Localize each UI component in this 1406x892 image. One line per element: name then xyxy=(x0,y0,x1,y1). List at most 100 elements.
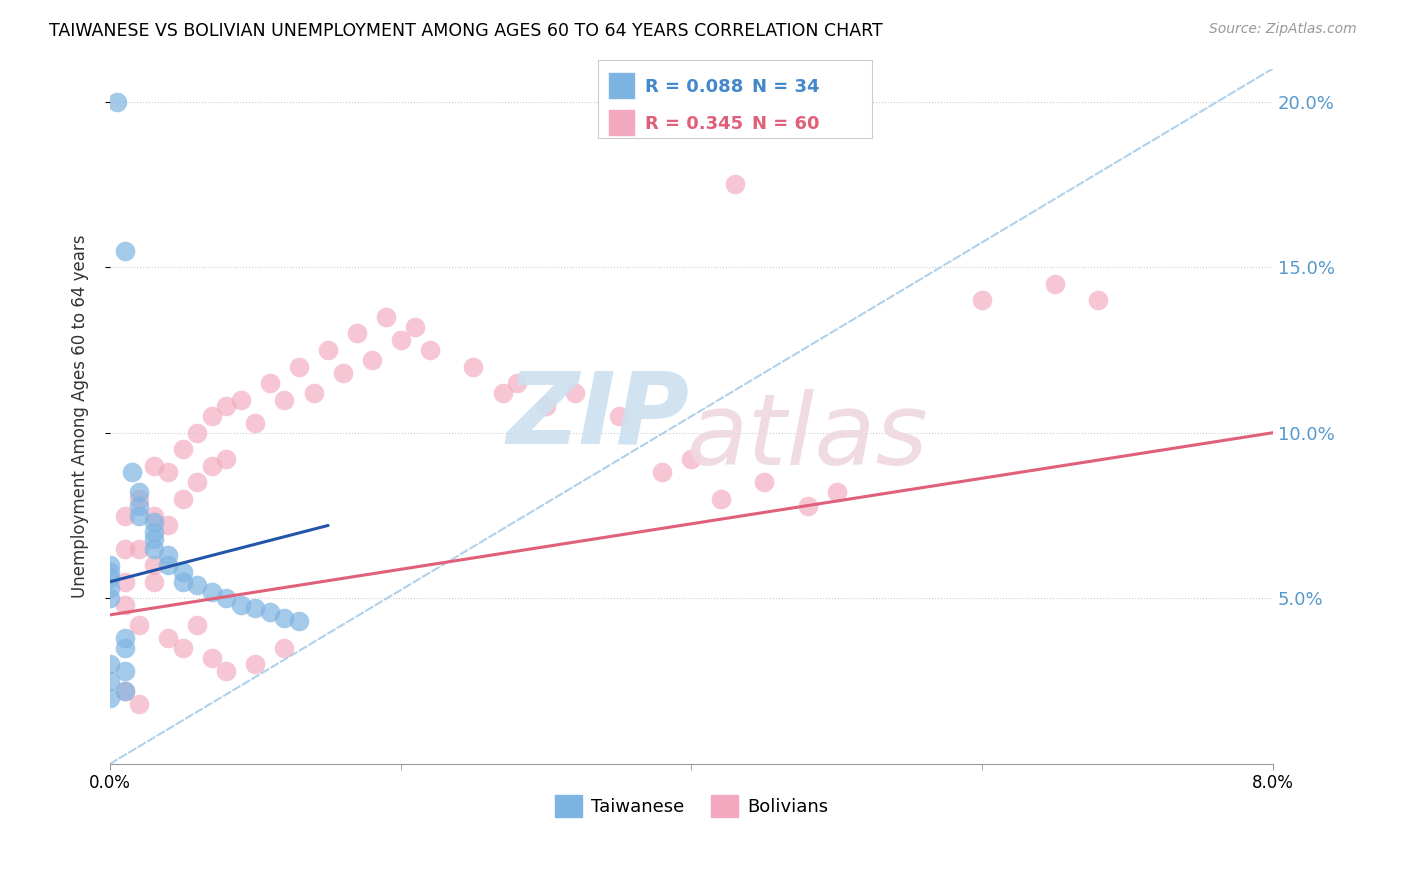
Point xyxy=(128,617,150,632)
Point xyxy=(98,674,121,689)
Point xyxy=(114,631,136,645)
Point xyxy=(972,293,994,308)
Point xyxy=(229,392,252,407)
Point xyxy=(245,601,267,615)
Text: TAIWANESE VS BOLIVIAN UNEMPLOYMENT AMONG AGES 60 TO 64 YEARS CORRELATION CHART: TAIWANESE VS BOLIVIAN UNEMPLOYMENT AMONG… xyxy=(49,22,883,40)
Point xyxy=(360,352,382,367)
Point xyxy=(201,651,224,665)
Text: Source: ZipAtlas.com: Source: ZipAtlas.com xyxy=(1209,22,1357,37)
Point xyxy=(825,485,848,500)
Point xyxy=(302,386,325,401)
Point xyxy=(114,684,136,698)
Point xyxy=(288,615,311,629)
Point xyxy=(564,386,586,401)
Point xyxy=(128,485,150,500)
Text: N = 60: N = 60 xyxy=(752,115,820,133)
Point xyxy=(797,499,820,513)
Point xyxy=(98,657,121,672)
Point xyxy=(346,326,368,341)
Point xyxy=(98,591,121,606)
Point xyxy=(121,466,143,480)
Point xyxy=(128,508,150,523)
Point xyxy=(142,524,165,539)
Point xyxy=(273,611,295,625)
Point xyxy=(607,409,630,424)
Point xyxy=(157,558,180,573)
Point xyxy=(142,574,165,589)
Point xyxy=(389,333,412,347)
Point xyxy=(215,452,238,467)
Point xyxy=(491,386,513,401)
Point xyxy=(245,416,267,430)
Point xyxy=(229,598,252,612)
Point xyxy=(316,343,339,357)
Point xyxy=(375,310,398,324)
Point xyxy=(506,376,529,390)
Point xyxy=(215,591,238,606)
Point xyxy=(172,565,194,579)
Point xyxy=(273,640,295,655)
Legend: Taiwanese, Bolivians: Taiwanese, Bolivians xyxy=(547,788,835,824)
Point xyxy=(114,640,136,655)
Text: R = 0.088: R = 0.088 xyxy=(645,78,744,96)
Point xyxy=(419,343,441,357)
Point xyxy=(105,95,128,109)
Text: atlas: atlas xyxy=(688,389,928,485)
Point xyxy=(186,578,208,592)
Point xyxy=(332,366,354,380)
Point xyxy=(98,571,121,585)
Point xyxy=(186,475,208,490)
Point xyxy=(114,664,136,678)
Point xyxy=(186,617,208,632)
Text: R = 0.345: R = 0.345 xyxy=(645,115,744,133)
Point xyxy=(1087,293,1109,308)
Point xyxy=(142,558,165,573)
Point xyxy=(201,458,224,473)
Point xyxy=(245,657,267,672)
Point xyxy=(98,558,121,573)
Point xyxy=(142,508,165,523)
Point xyxy=(142,458,165,473)
Point xyxy=(259,376,281,390)
Point xyxy=(201,584,224,599)
Point xyxy=(724,178,747,192)
Point xyxy=(651,466,673,480)
Point xyxy=(114,598,136,612)
Y-axis label: Unemployment Among Ages 60 to 64 years: Unemployment Among Ages 60 to 64 years xyxy=(72,235,89,598)
Point xyxy=(128,499,150,513)
Point xyxy=(172,442,194,457)
Point xyxy=(681,452,703,467)
Point xyxy=(98,565,121,579)
Point xyxy=(273,392,295,407)
Point xyxy=(534,399,557,413)
Text: N = 34: N = 34 xyxy=(752,78,820,96)
Point xyxy=(288,359,311,374)
Point xyxy=(128,697,150,711)
Point xyxy=(463,359,485,374)
Point xyxy=(404,319,426,334)
Point xyxy=(157,548,180,562)
Point xyxy=(1043,277,1066,291)
Point xyxy=(128,491,150,506)
Point xyxy=(98,690,121,705)
Point xyxy=(114,508,136,523)
Point xyxy=(186,425,208,440)
Point xyxy=(128,541,150,556)
Point xyxy=(142,515,165,529)
Point xyxy=(157,631,180,645)
Point xyxy=(157,466,180,480)
Point xyxy=(114,574,136,589)
Point xyxy=(754,475,776,490)
Point xyxy=(172,640,194,655)
Point xyxy=(201,409,224,424)
Point xyxy=(114,244,136,258)
Point xyxy=(259,605,281,619)
Point xyxy=(114,684,136,698)
Point xyxy=(157,518,180,533)
Point xyxy=(172,574,194,589)
Text: ZIP: ZIP xyxy=(508,368,690,465)
Point xyxy=(172,491,194,506)
Point xyxy=(142,532,165,546)
Point xyxy=(114,541,136,556)
Point xyxy=(215,399,238,413)
